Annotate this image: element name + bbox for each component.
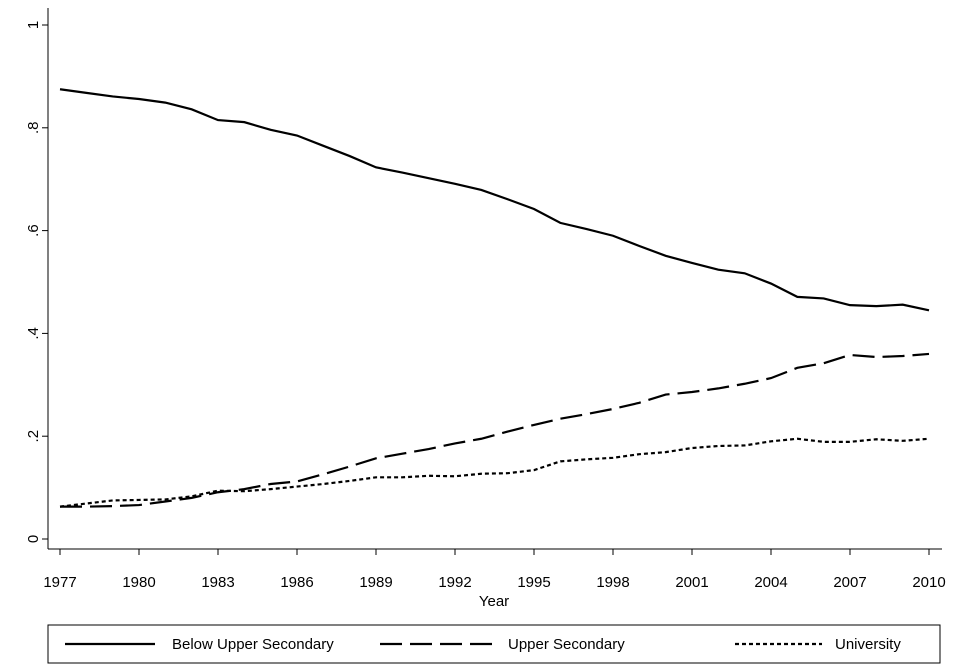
x-tick-label: 2001 — [675, 574, 708, 591]
y-tick-label: 1 — [25, 21, 42, 29]
x-tick-label: 1977 — [43, 574, 76, 591]
legend-label: Upper Secondary — [508, 636, 625, 653]
x-tick-label: 2010 — [912, 574, 945, 591]
series-line — [59, 88, 930, 312]
series-line — [59, 437, 930, 508]
y-tick-label: .4 — [25, 327, 42, 340]
x-axis-title: Year — [479, 593, 509, 610]
x-tick-label: 1983 — [201, 574, 234, 591]
y-tick-label: 0 — [25, 535, 42, 543]
y-tick-label: .2 — [25, 430, 42, 443]
series-line — [60, 352, 930, 508]
x-tick-label: 1986 — [280, 574, 313, 591]
legend-label: Below Upper Secondary — [172, 636, 334, 653]
y-tick-label: .8 — [25, 122, 42, 135]
legend-label: University — [835, 636, 901, 653]
x-tick-label: 1992 — [438, 574, 471, 591]
x-tick-label: 2007 — [833, 574, 866, 591]
y-tick-label: .6 — [25, 224, 42, 237]
x-tick-label: 1980 — [122, 574, 155, 591]
x-tick-label: 1998 — [596, 574, 629, 591]
x-tick-label: 1995 — [517, 574, 550, 591]
x-tick-label: 2004 — [754, 574, 787, 591]
x-tick-label: 1989 — [359, 574, 392, 591]
